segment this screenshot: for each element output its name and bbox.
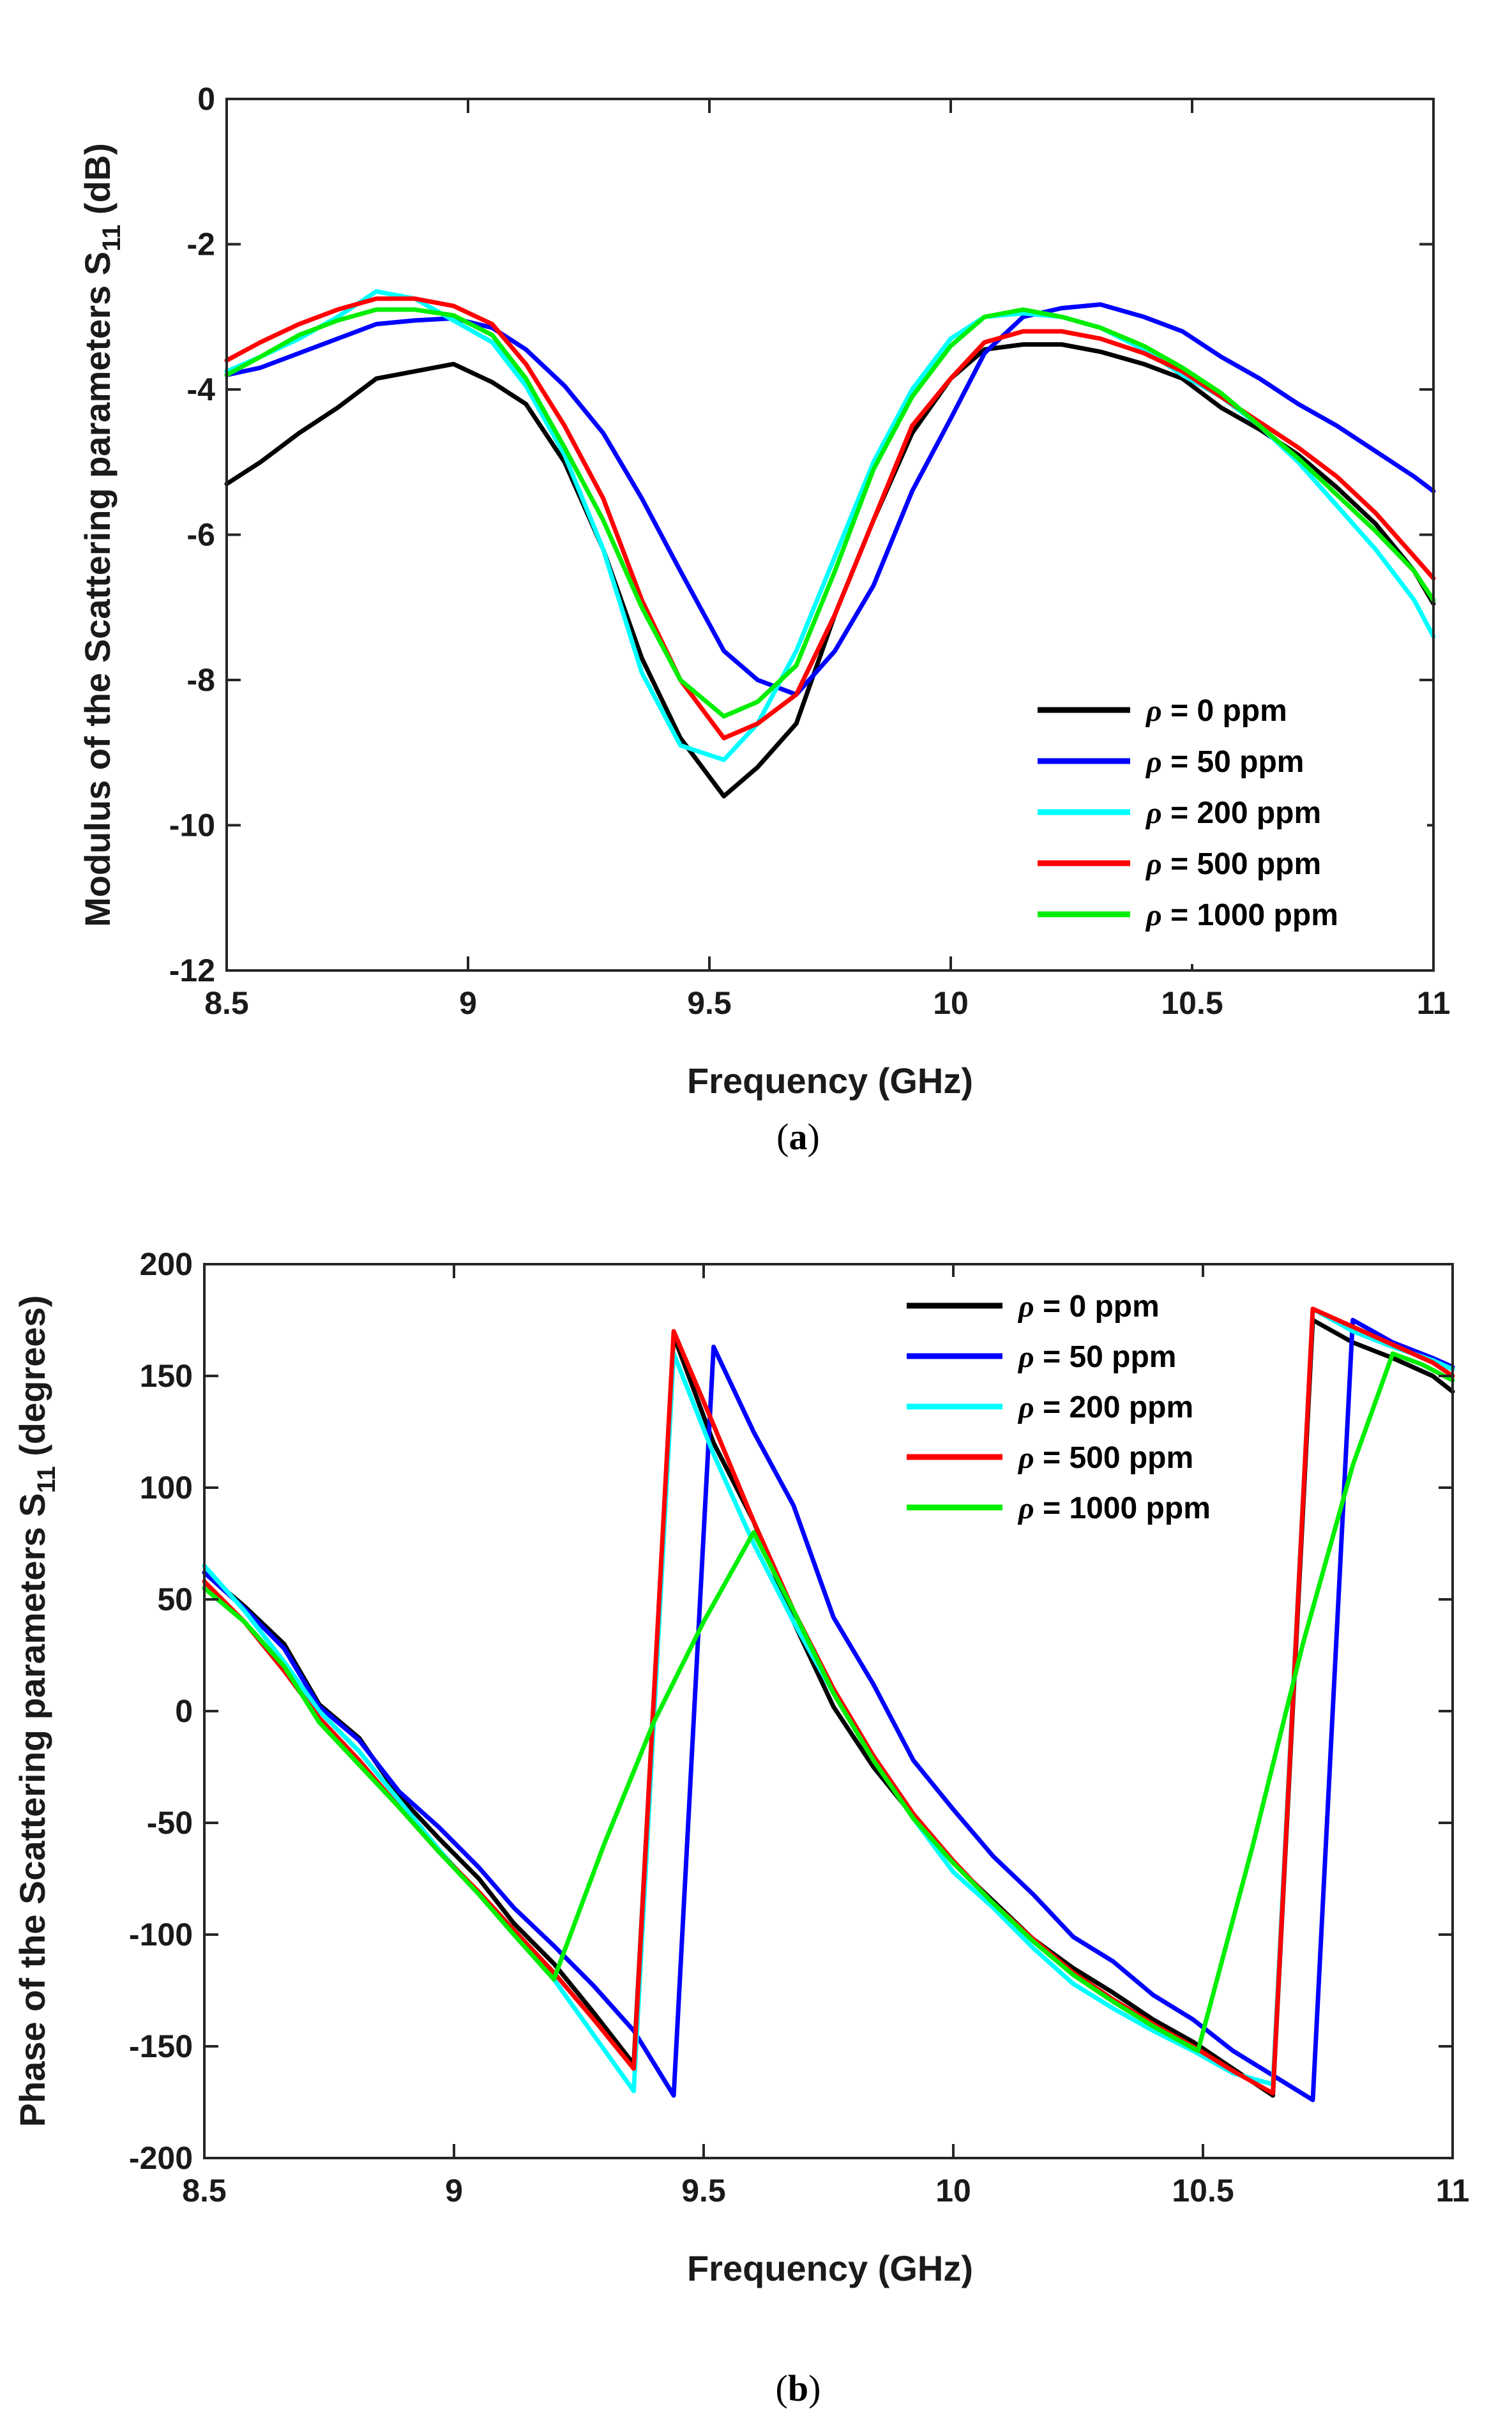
chart-a-legend-label-2: ρ = 200 ppm bbox=[1145, 796, 1321, 830]
chart-a-x-tick-label: 9.5 bbox=[687, 985, 732, 1021]
chart-b-legend-label-2: ρ = 200 ppm bbox=[1017, 1391, 1193, 1424]
chart-b-y-axis-label: Phase of the Scattering parameters S11 (… bbox=[12, 1295, 61, 2127]
chart-a-modulus: 8.5 9 9.5 10 10.5 11 -12 -10 -8 -6 -4 -2 0 Frequency… bbox=[77, 81, 1450, 1158]
chart-b-x-axis-label: Frequency (GHz) bbox=[687, 2248, 973, 2288]
chart-a-x-tick-label: 8.5 bbox=[204, 985, 249, 1021]
chart-b-y-tick-label: 150 bbox=[140, 1358, 193, 1394]
chart-a-legend-value-3: = 500 ppm bbox=[1162, 847, 1321, 881]
chart-b-y-axis-label-main: Phase of the Scattering parameters S bbox=[12, 1493, 52, 2127]
chart-a-ticks: 8.5 9 9.5 10 10.5 11 -12 -10 -8 -6 -4 -2 0 bbox=[169, 81, 1451, 1021]
chart-a-legend-label-4: ρ = 1000 ppm bbox=[1145, 898, 1338, 932]
chart-b-legend-rho-1: ρ bbox=[1017, 1340, 1034, 1374]
chart-a-legend-rho-1: ρ bbox=[1145, 745, 1162, 779]
chart-b-legend-value-4: = 1000 ppm bbox=[1034, 1491, 1211, 1525]
chart-a-legend-value-2: = 200 ppm bbox=[1162, 796, 1321, 830]
chart-b-y-axis-label-unit: (degrees) bbox=[12, 1295, 52, 1467]
chart-b-y-tick-label: -150 bbox=[129, 2028, 193, 2064]
chart-b-panel-label: (b) bbox=[776, 2367, 821, 2409]
chart-b-legend-rho-2: ρ bbox=[1017, 1391, 1034, 1424]
chart-b-series-line-1 bbox=[202, 1318, 1455, 2103]
chart-a-x-axis-label: Frequency (GHz) bbox=[687, 1061, 973, 1101]
chart-b-y-tick-label: 100 bbox=[140, 1470, 193, 1506]
chart-b-x-tick-label: 10.5 bbox=[1172, 2173, 1234, 2208]
chart-a-y-tick-label: -12 bbox=[169, 953, 215, 988]
chart-b-series-line-4 bbox=[202, 1351, 1455, 2053]
chart-b-x-tick-label: 10 bbox=[935, 2173, 971, 2208]
chart-b-ticks: 8.5 9 9.5 10 10.5 11 -200 -150 -100 -50 0 50 100 150 2… bbox=[129, 1246, 1470, 2208]
chart-a-panel-letter: a bbox=[789, 1116, 808, 1158]
chart-a-y-axis-label-main: Modulus of the Scattering parameters S bbox=[77, 252, 117, 927]
chart-a-legend-value-0: = 0 ppm bbox=[1162, 694, 1287, 728]
chart-b-legend-label-0: ρ = 0 ppm bbox=[1017, 1290, 1160, 1324]
chart-a-y-tick-label: -2 bbox=[187, 227, 215, 262]
chart-a-x-tick-label: 11 bbox=[1417, 985, 1451, 1021]
chart-a-legend-value-1: = 50 ppm bbox=[1162, 745, 1304, 779]
chart-b-y-tick-label: 0 bbox=[175, 1693, 193, 1729]
chart-b-x-tick-label: 11 bbox=[1436, 2173, 1470, 2208]
chart-a-y-axis-label-unit: (dB) bbox=[77, 143, 117, 225]
chart-a-y-tick-label: -10 bbox=[169, 808, 215, 843]
chart-a-x-tick-label: 9 bbox=[459, 985, 477, 1021]
chart-a-legend-label-1: ρ = 50 ppm bbox=[1145, 745, 1304, 779]
chart-b-legend-rho-0: ρ bbox=[1017, 1290, 1034, 1324]
chart-b-legend-label-4: ρ = 1000 ppm bbox=[1017, 1491, 1211, 1525]
chart-a-y-tick-label: 0 bbox=[197, 81, 215, 117]
chart-a-legend-rho-0: ρ bbox=[1145, 694, 1162, 728]
chart-b-legend-rho-3: ρ bbox=[1017, 1441, 1034, 1475]
chart-b-y-tick-label: 200 bbox=[140, 1246, 193, 1282]
chart-a-y-axis-label-sub: 11 bbox=[98, 225, 126, 252]
chart-b-legend-rho-4: ρ bbox=[1017, 1491, 1034, 1525]
chart-b-x-tick-label: 9 bbox=[445, 2173, 463, 2208]
chart-a-y-axis-label: Modulus of the Scattering parameters S11… bbox=[77, 143, 126, 927]
chart-a-y-tick-label: -4 bbox=[187, 372, 216, 407]
chart-a-panel-label: (a) bbox=[776, 1116, 820, 1158]
chart-a-legend-value-4: = 1000 ppm bbox=[1162, 898, 1338, 932]
chart-b-y-tick-label: -200 bbox=[129, 2140, 193, 2176]
chart-a-legend-label-0: ρ = 0 ppm bbox=[1145, 694, 1287, 728]
chart-a-series-line-4 bbox=[224, 307, 1436, 719]
chart-a-series-group bbox=[224, 289, 1436, 799]
chart-b-y-tick-label: -100 bbox=[129, 1917, 193, 1952]
chart-b-legend-value-2: = 200 ppm bbox=[1034, 1391, 1193, 1424]
chart-b-legend-label-3: ρ = 500 ppm bbox=[1017, 1441, 1193, 1475]
chart-b-legend-value-0: = 0 ppm bbox=[1034, 1290, 1160, 1324]
chart-b-legend-value-3: = 500 ppm bbox=[1034, 1441, 1193, 1475]
chart-a-y-tick-label: -8 bbox=[187, 662, 215, 698]
chart-b-y-tick-label: -50 bbox=[147, 1805, 193, 1841]
chart-a-y-tick-label: -6 bbox=[187, 517, 215, 553]
chart-b-y-axis-label-sub: 11 bbox=[33, 1466, 61, 1493]
chart-b-y-tick-label: 50 bbox=[157, 1582, 193, 1617]
chart-b-x-tick-label: 8.5 bbox=[182, 2173, 227, 2208]
chart-b-series-group bbox=[202, 1306, 1455, 2103]
chart-a-legend-rho-3: ρ bbox=[1145, 847, 1162, 881]
chart-a-legend-rho-2: ρ bbox=[1145, 796, 1162, 830]
chart-b-phase: 8.5 9 9.5 10 10.5 11 -200 -150 -100 -50 0 50 100 150 2… bbox=[12, 1246, 1469, 2409]
chart-a-x-tick-label: 10.5 bbox=[1161, 985, 1223, 1021]
chart-a-x-tick-label: 10 bbox=[933, 985, 969, 1021]
chart-b-panel-letter: b bbox=[788, 2367, 808, 2409]
chart-b-x-tick-label: 9.5 bbox=[681, 2173, 726, 2208]
chart-b-legend-label-1: ρ = 50 ppm bbox=[1017, 1340, 1176, 1374]
chart-a-series-line-1 bbox=[224, 302, 1436, 697]
chart-b-legend-value-1: = 50 ppm bbox=[1034, 1340, 1177, 1374]
chart-a-legend-rho-4: ρ bbox=[1145, 898, 1162, 932]
chart-a-legend-label-3: ρ = 500 ppm bbox=[1145, 847, 1321, 881]
chart-a-legend-box bbox=[1031, 683, 1427, 964]
